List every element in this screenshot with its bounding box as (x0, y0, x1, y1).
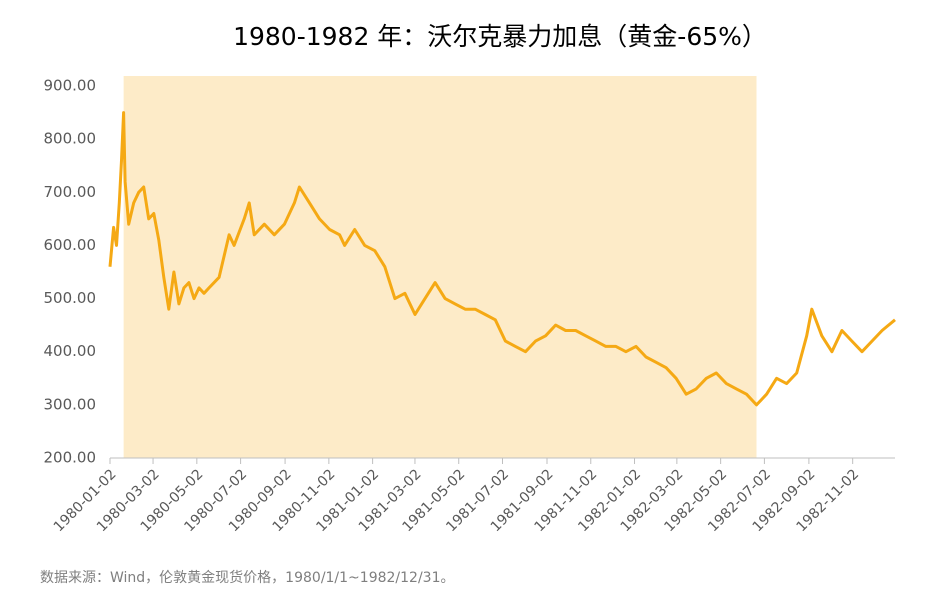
y-tick-label: 300.00 (44, 395, 97, 413)
y-tick-label: 200.00 (44, 449, 97, 467)
chart-title: 1980-1982 年：沃尔克暴力加息（黄金-65%） (233, 22, 767, 51)
y-tick-label: 600.00 (44, 236, 97, 254)
y-tick-label: 800.00 (44, 130, 97, 148)
y-tick-label: 400.00 (44, 342, 97, 360)
highlight-band (123, 76, 757, 458)
source-note: 数据来源：Wind，伦敦黄金现货价格，1980/1/1~1982/12/31。 (40, 569, 454, 586)
y-tick-label: 500.00 (44, 289, 97, 307)
y-tick-label: 700.00 (44, 183, 97, 201)
y-tick-label: 900.00 (44, 77, 97, 95)
price-line (108, 111, 896, 407)
